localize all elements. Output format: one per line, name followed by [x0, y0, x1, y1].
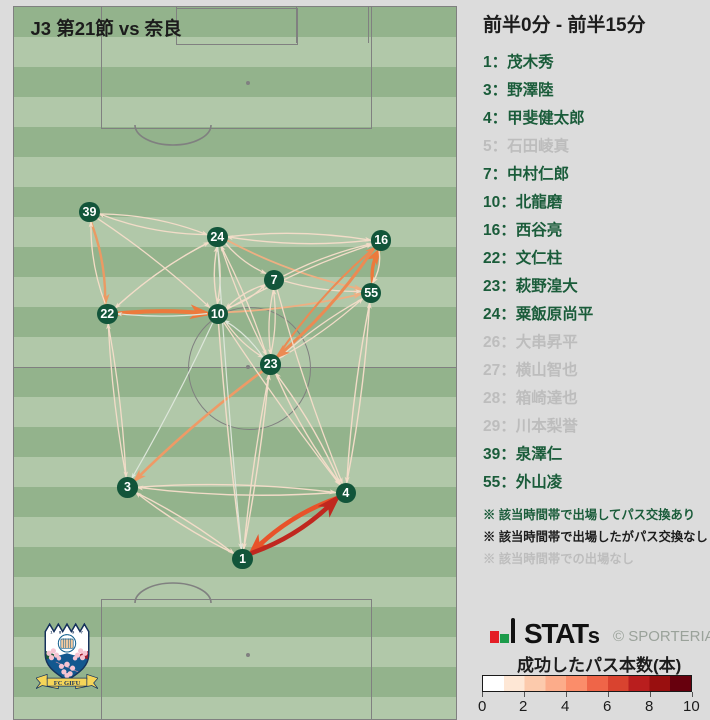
svg-text:FC GIFU: FC GIFU	[53, 680, 80, 687]
